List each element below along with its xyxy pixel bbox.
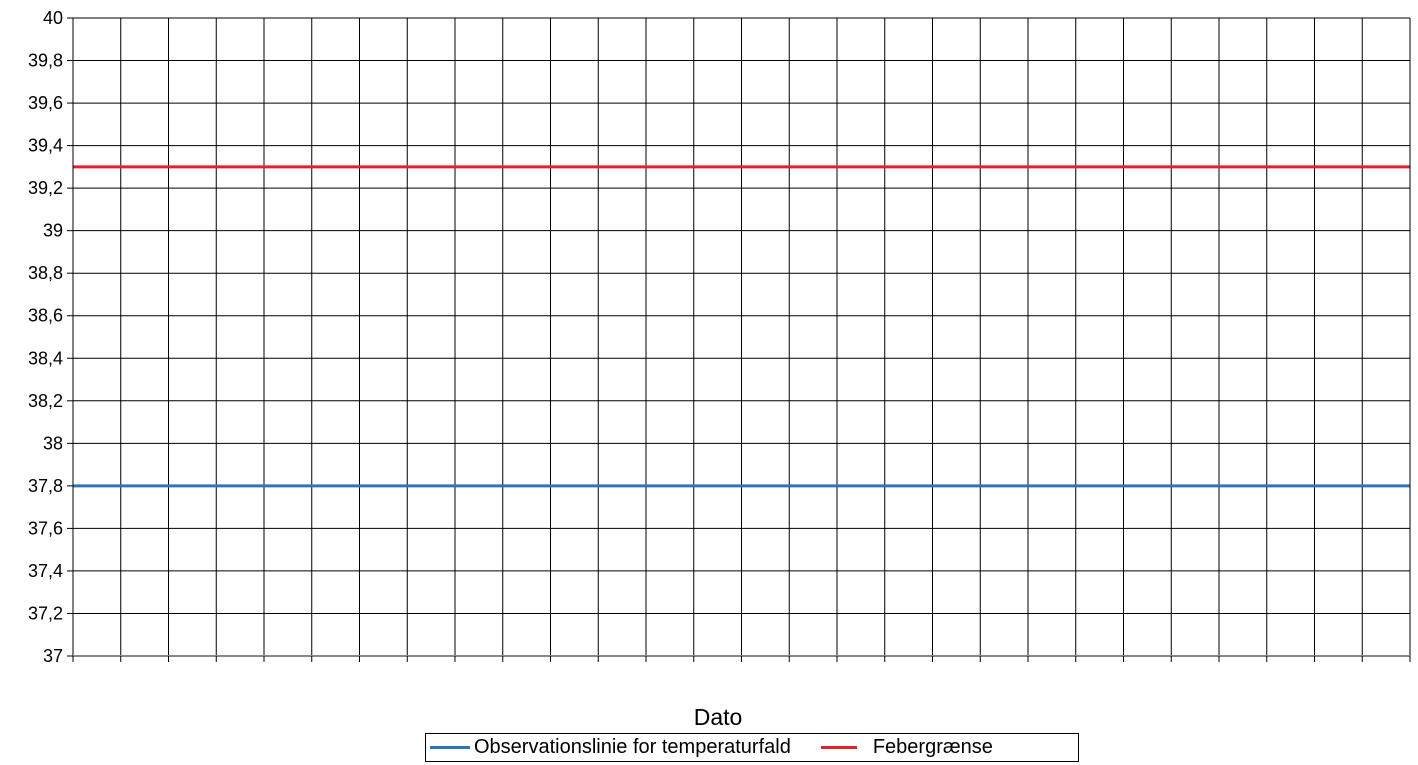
y-tick-label: 37 [43, 646, 63, 666]
y-tick-labels: 37 37,2 37,4 37,6 37,8 38 38,2 38,4 38,6 38,8 39 39… [28, 8, 63, 666]
y-tick-label: 39 [43, 221, 63, 241]
y-tick-label: 38,2 [28, 391, 63, 411]
y-tick-label: 38,4 [28, 348, 63, 368]
legend-swatch-fever [820, 746, 857, 749]
x-axis-label: Dato [694, 704, 743, 730]
legend-item-observation: Observationslinie for temperaturfald [430, 736, 791, 759]
legend: Observationslinie for temperaturfald Feb… [425, 733, 1079, 762]
legend-label-observation: Observationslinie for temperaturfald [474, 736, 791, 758]
y-tick-label: 38,8 [28, 263, 63, 283]
axes [72, 18, 1411, 662]
vertical-gridlines [120, 18, 1363, 656]
y-tick-label: 39,2 [28, 178, 63, 198]
y-tick-label: 39,6 [28, 93, 63, 113]
y-tick-label: 37,4 [28, 561, 63, 581]
legend-label-fever: Febergrænse [872, 736, 993, 758]
y-tick-label: 38 [43, 433, 63, 453]
horizontal-gridlines [67, 17, 1410, 657]
y-tick-label: 39,4 [28, 136, 63, 156]
y-tick-label: 40 [43, 8, 63, 28]
y-tick-label: 38,6 [28, 306, 63, 326]
y-tick-label: 39,8 [28, 51, 63, 71]
y-tick-label: 37,6 [28, 518, 63, 538]
legend-swatch-observation [430, 746, 470, 749]
legend-item-fever: Febergrænse [820, 736, 993, 759]
series-lines [73, 165, 1410, 488]
y-tick-label: 37,8 [28, 476, 63, 496]
y-tick-label: 37,2 [28, 603, 63, 623]
